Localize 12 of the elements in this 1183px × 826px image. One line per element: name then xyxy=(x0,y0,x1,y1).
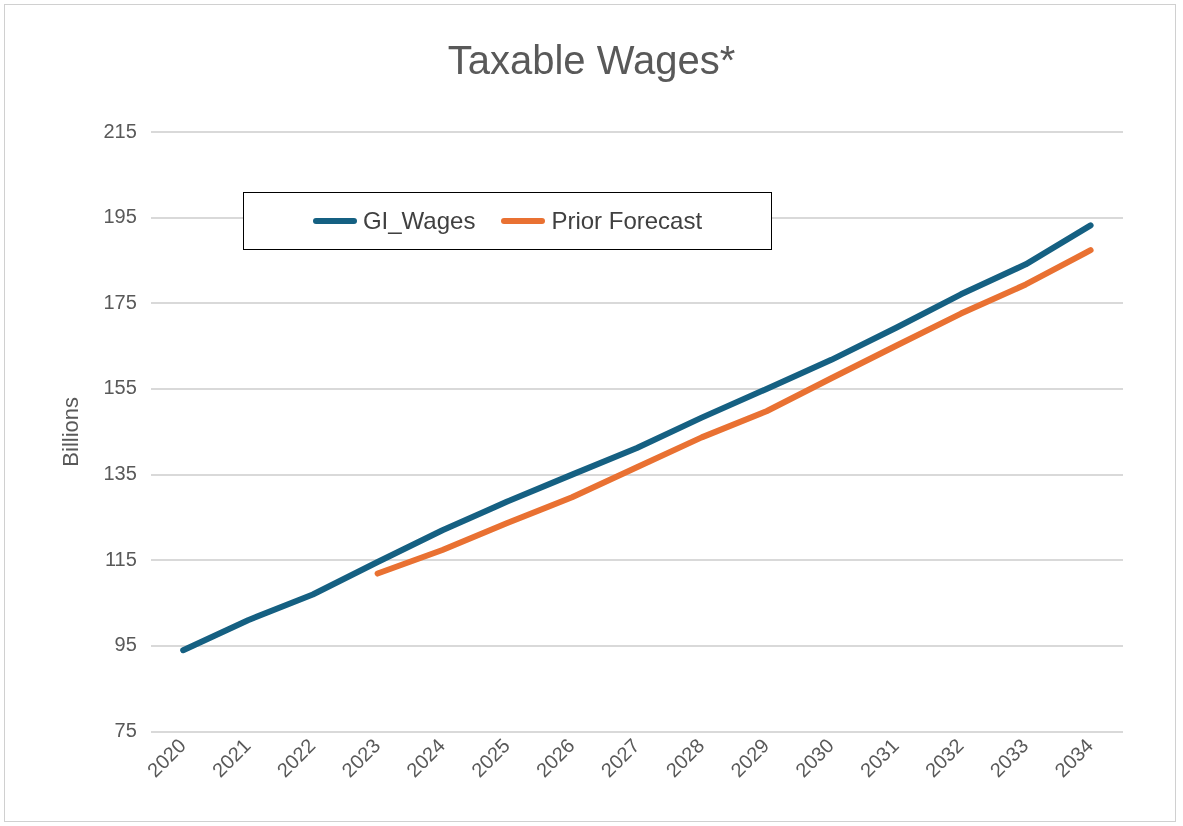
y-tick-label: 155 xyxy=(103,376,137,399)
y-tick-label: 75 xyxy=(114,719,137,742)
y-tick-label: 95 xyxy=(114,633,137,656)
legend-label: Prior Forecast xyxy=(551,207,703,235)
y-tick-label: 175 xyxy=(103,290,137,313)
y-tick-label: 135 xyxy=(103,462,137,485)
y-tick-label: 215 xyxy=(103,119,137,142)
chart-title: Taxable Wages* xyxy=(446,38,737,83)
y-tick-label: 195 xyxy=(103,205,137,228)
legend-label: GI_Wages xyxy=(362,207,476,235)
y-axis-title: Billions xyxy=(58,396,84,467)
y-tick-label: 115 xyxy=(104,547,137,570)
